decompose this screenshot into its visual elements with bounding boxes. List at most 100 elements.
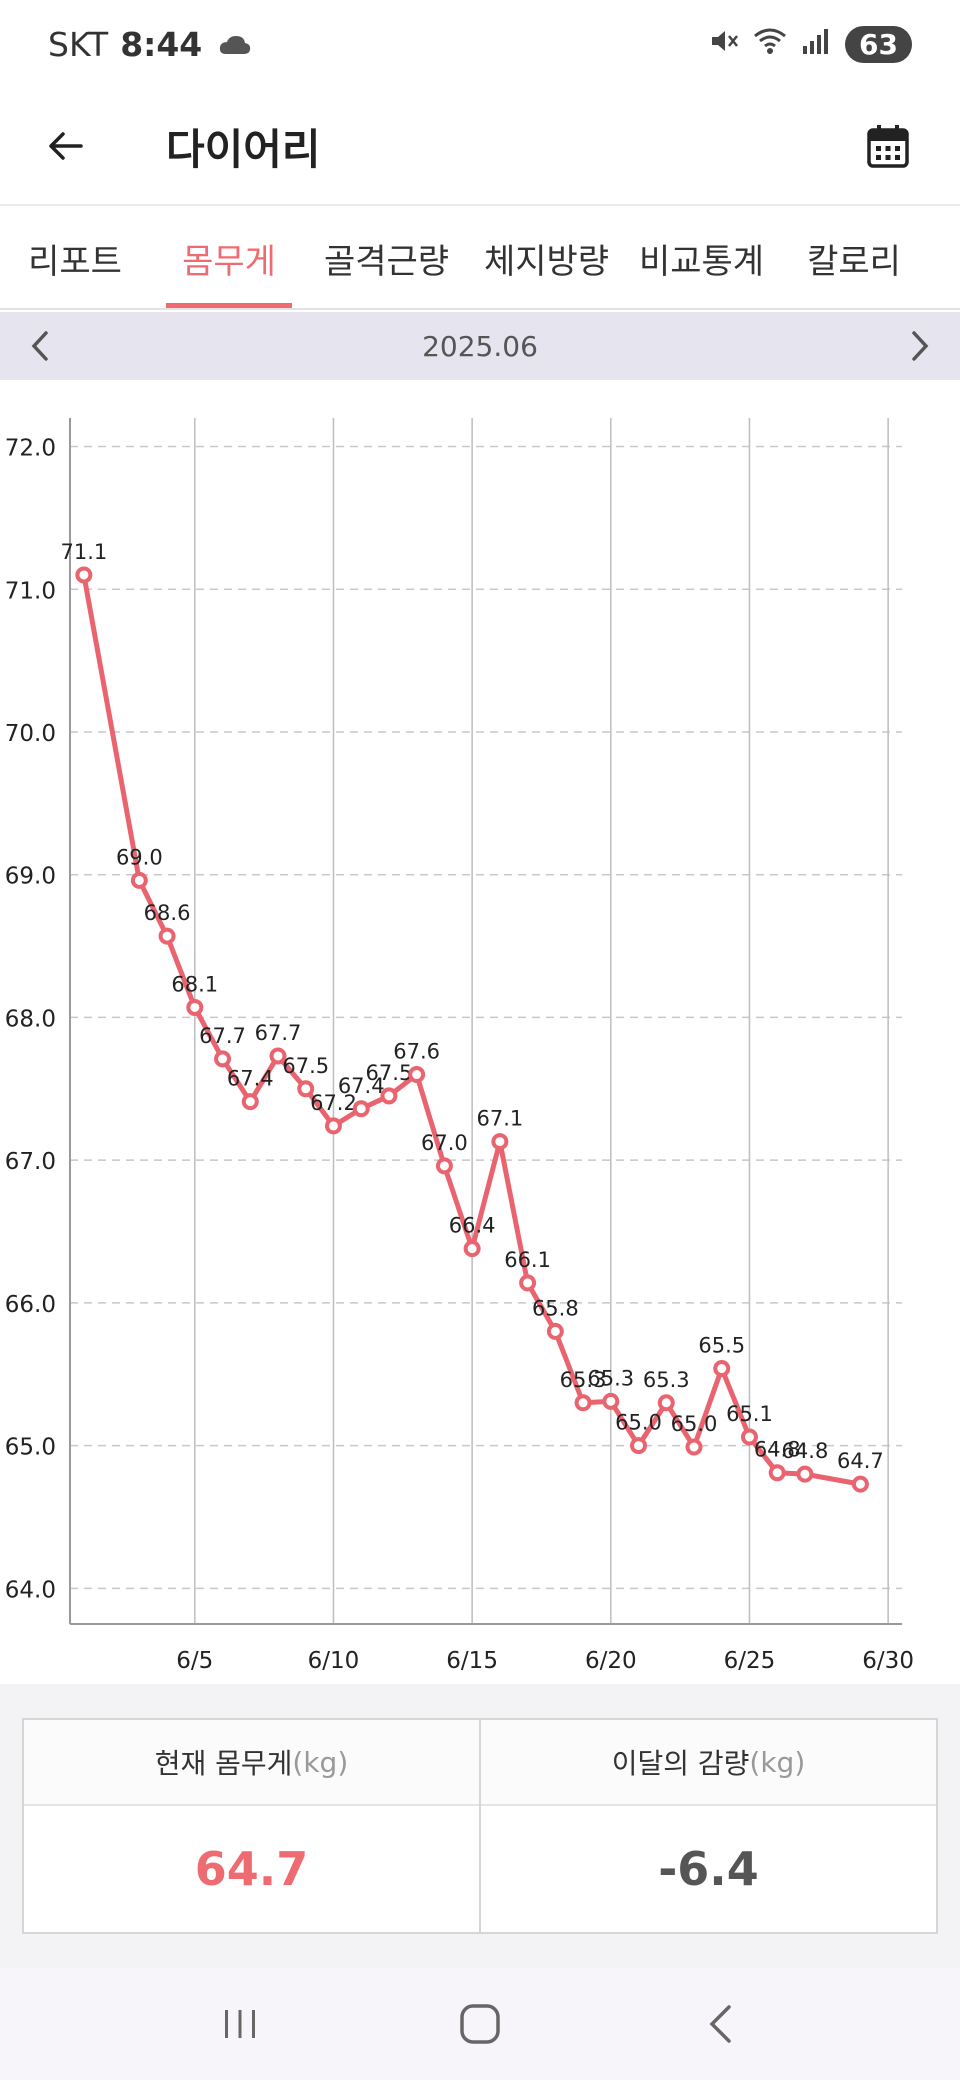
chevron-right-icon: [912, 331, 929, 361]
data-point: [214, 1050, 232, 1068]
data-label: 68.6: [144, 901, 191, 925]
data-point: [158, 927, 176, 945]
system-back-button[interactable]: [675, 1979, 765, 2069]
data-label: 65.1: [726, 1402, 773, 1426]
y-tick-label: 68.0: [5, 1006, 56, 1032]
back-icon: [709, 2005, 731, 2043]
tab-weight[interactable]: 몸무게: [166, 206, 292, 308]
cloud-icon: [218, 25, 252, 64]
chevron-left-icon: [31, 331, 48, 361]
data-point: [297, 1080, 315, 1098]
data-label: 68.1: [171, 972, 218, 996]
x-tick-label: 6/5: [176, 1648, 213, 1674]
y-tick-label: 70.0: [5, 721, 56, 747]
calendar-button[interactable]: [856, 114, 920, 178]
x-tick-label: 6/15: [446, 1648, 498, 1674]
data-point: [685, 1438, 703, 1456]
current-month: 2025.06: [422, 329, 538, 363]
weight-line-chart: 72.0 71.0 70.0 69.0 68.0 67.0 66.0 65.0 64.0 6/5 6…: [5, 418, 914, 1674]
page-title: 다이어리: [166, 124, 321, 174]
recent-apps-button[interactable]: [195, 1979, 285, 2069]
data-point: [851, 1475, 869, 1493]
data-point: [713, 1360, 731, 1378]
data-point: [130, 871, 148, 889]
data-label: 64.8: [782, 1439, 829, 1463]
y-tick-label: 66.0: [5, 1292, 56, 1318]
month-navigator: 2025.06: [0, 312, 960, 380]
mute-icon: [709, 25, 739, 64]
tab-comparison-stats[interactable]: 비교통계: [638, 241, 765, 282]
data-label: 67.4: [338, 1074, 385, 1098]
data-label: 67.5: [282, 1054, 329, 1078]
data-label: 66.4: [449, 1214, 496, 1238]
data-point: [463, 1240, 481, 1258]
data-point: [75, 566, 93, 584]
data-label: 65.5: [698, 1334, 745, 1358]
system-nav-bar: [0, 1968, 960, 2080]
data-point: [630, 1437, 648, 1455]
data-point: [186, 998, 204, 1016]
data-label: 71.1: [60, 540, 107, 564]
data-point: [740, 1428, 758, 1446]
data-point: [546, 1322, 564, 1340]
data-label: 65.0: [671, 1412, 718, 1436]
tab-report[interactable]: 리포트: [28, 241, 122, 282]
recent-apps-icon: [225, 2010, 255, 2038]
wifi-icon: [753, 25, 787, 64]
data-label: 65.8: [532, 1296, 579, 1320]
arrow-left-icon: [49, 132, 83, 160]
data-point: [519, 1274, 537, 1292]
x-tick-label: 6/20: [585, 1648, 637, 1674]
data-point: [574, 1394, 592, 1412]
y-tick-label: 72.0: [5, 436, 56, 462]
current-weight-label: 현재 몸무게: [154, 1747, 293, 1780]
tab-body-fat[interactable]: 체지방량: [483, 241, 610, 282]
y-tick-label: 64.0: [5, 1577, 56, 1603]
monthly-loss-label: 이달의 감량: [611, 1747, 750, 1780]
prev-month-button[interactable]: [0, 312, 80, 380]
back-button[interactable]: [0, 87, 130, 205]
current-weight-unit: (kg): [292, 1745, 349, 1779]
summary-table: 현재 몸무게 (kg) 64.7 이달의 감량 (kg) -6.4: [22, 1718, 938, 1934]
data-label: 67.2: [310, 1091, 357, 1115]
data-label: 66.1: [504, 1248, 551, 1272]
data-label: 65.0: [615, 1411, 662, 1435]
data-label: 67.5: [366, 1061, 413, 1085]
x-tick-label: 6/10: [308, 1648, 360, 1674]
data-label: 67.1: [476, 1107, 523, 1131]
data-label: 69.0: [116, 845, 163, 869]
data-label: 67.0: [421, 1131, 468, 1155]
data-point: [796, 1465, 814, 1483]
data-point: [602, 1392, 620, 1410]
data-point: [657, 1394, 675, 1412]
y-tick-label: 71.0: [5, 578, 56, 604]
data-point: [408, 1066, 426, 1084]
data-label: 65.3: [643, 1368, 690, 1392]
tab-bar: 리포트 몸무게 골격근량 체지방량 비교통계 칼로리: [0, 206, 960, 310]
data-label: 67.4: [227, 1067, 274, 1091]
data-label: 67.6: [393, 1040, 440, 1064]
carrier-label: SKT: [48, 24, 109, 64]
next-month-button[interactable]: [880, 312, 960, 380]
y-tick-label: 67.0: [5, 1149, 56, 1175]
data-point: [491, 1133, 509, 1151]
current-weight-value: 64.7: [194, 1842, 309, 1896]
data-point: [269, 1047, 287, 1065]
data-label: 67.7: [199, 1024, 246, 1048]
x-tick-label: 6/25: [724, 1648, 776, 1674]
data-point: [380, 1087, 398, 1105]
data-point: [768, 1464, 786, 1482]
tab-skeletal-muscle[interactable]: 골격근량: [323, 241, 450, 282]
data-label: 64.7: [837, 1449, 884, 1473]
data-point: [241, 1093, 259, 1111]
y-tick-label: 69.0: [5, 864, 56, 890]
monthly-loss-cell: 이달의 감량 (kg) -6.4: [479, 1720, 936, 1932]
data-point: [324, 1117, 342, 1135]
monthly-loss-value: -6.4: [658, 1842, 759, 1896]
y-tick-label: 65.0: [5, 1435, 56, 1461]
app-bar: 다이어리: [0, 88, 960, 206]
clock-time: 8:44: [120, 24, 203, 64]
home-button[interactable]: [435, 1979, 525, 2069]
data-point: [352, 1100, 370, 1118]
tab-calories[interactable]: 칼로리: [807, 241, 901, 282]
